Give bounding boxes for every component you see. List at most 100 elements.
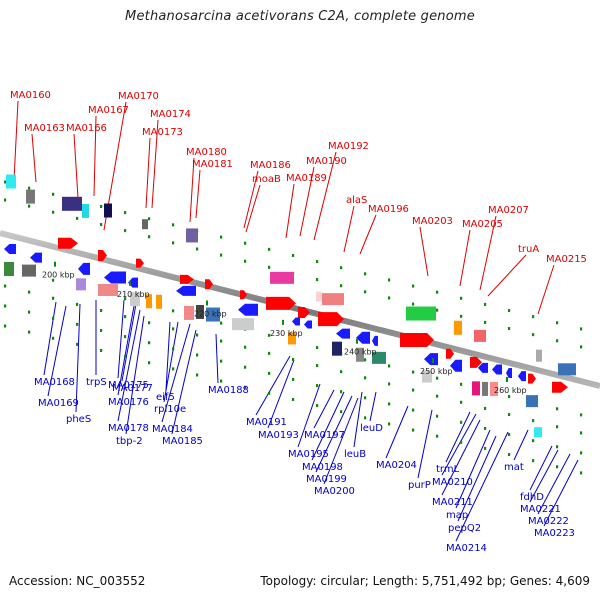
track-dot	[172, 223, 175, 227]
reverse-gene-label: MA0177	[112, 383, 153, 394]
gene-feature-box	[62, 196, 82, 211]
track-dot	[580, 471, 583, 475]
reverse-gene-arrow	[336, 328, 350, 339]
forward-gene-label: MA0203	[412, 216, 453, 227]
track-dot	[340, 266, 343, 270]
reverse-gene-arrow	[424, 353, 438, 366]
forward-gene-label: MA0180	[186, 147, 227, 158]
gene-feature-box	[186, 228, 198, 243]
reverse-gene-label: MA0198	[302, 462, 343, 473]
track-dot	[268, 333, 271, 337]
gene-feature-box	[206, 307, 220, 322]
forward-gene-label: MA0189	[286, 173, 327, 184]
reverse-gene-arrow	[104, 271, 126, 284]
gene-feature-box	[332, 341, 342, 356]
track-dot	[508, 309, 511, 313]
forward-gene-arrow	[528, 373, 536, 384]
track-dot	[412, 302, 415, 306]
forward-label-leader	[537, 264, 555, 315]
forward-gene-label: MA0174	[150, 109, 191, 120]
track-dot	[148, 235, 151, 239]
track-dot	[316, 278, 319, 282]
gene-feature-box	[130, 292, 140, 307]
track-dot	[436, 290, 439, 294]
forward-gene-arrow	[266, 296, 296, 310]
reverse-label-leader	[369, 391, 377, 422]
track-dot	[532, 315, 535, 319]
track-dot	[364, 416, 367, 420]
reverse-gene-label: MA0169	[38, 398, 79, 409]
track-dot	[508, 327, 511, 331]
forward-gene-label: MA0186	[250, 160, 291, 171]
reverse-label-leader	[311, 391, 345, 461]
reverse-label-leader	[323, 397, 359, 485]
reverse-gene-label: mat	[504, 462, 524, 473]
track-dot	[4, 304, 7, 308]
forward-gene-arrow	[58, 237, 78, 249]
track-dot	[28, 310, 31, 314]
track-dot	[100, 329, 103, 332]
track-dot	[196, 373, 199, 377]
track-dot	[508, 453, 511, 457]
forward-label-leader	[343, 205, 355, 253]
track-dot	[412, 370, 415, 374]
reverse-gene-label: MA0204	[376, 460, 417, 471]
track-dot	[484, 446, 487, 450]
reverse-label-leader	[353, 391, 363, 448]
forward-gene-label: MA0196	[368, 204, 409, 215]
track-dot	[28, 330, 31, 334]
track-dot	[580, 451, 583, 455]
gene-feature-box	[98, 283, 118, 296]
track-dot	[220, 253, 223, 257]
track-dot	[460, 382, 463, 386]
forward-gene-label: MA0167	[88, 105, 129, 116]
reverse-gene-arrow	[518, 371, 526, 382]
track-dot	[172, 327, 175, 331]
reverse-gene-arrow	[176, 285, 196, 296]
gene-feature-box	[4, 262, 14, 277]
track-dot	[388, 296, 391, 300]
forward-label-leader	[313, 151, 337, 241]
forward-gene-label: MA0190	[306, 156, 347, 167]
reverse-label-leader	[529, 445, 553, 491]
forward-gene-arrow	[552, 381, 568, 393]
track-dot	[556, 339, 559, 343]
reverse-gene-arrow	[78, 262, 90, 275]
forward-gene-label: MA0215	[546, 254, 587, 265]
gene-feature-box	[184, 305, 194, 320]
forward-gene-arrow	[446, 348, 454, 359]
gene-feature-box	[270, 271, 294, 284]
scale-tick-mark	[506, 376, 508, 382]
reverse-label-leader	[385, 405, 409, 459]
scale-tick-mark	[129, 280, 131, 286]
track-dot	[292, 357, 295, 361]
forward-gene-label: MA0166	[66, 123, 107, 134]
track-dot	[508, 433, 511, 437]
track-dot	[292, 253, 295, 257]
reverse-label-leader	[215, 333, 219, 384]
forward-gene-arrow	[240, 290, 247, 300]
track-dot	[196, 353, 199, 357]
reverse-gene-arrow	[238, 303, 258, 316]
reverse-gene-label: purP	[408, 480, 431, 491]
reverse-gene-arrow	[304, 320, 312, 329]
reverse-gene-arrow	[4, 244, 16, 255]
track-dot	[484, 302, 487, 306]
map-title: Methanosarcina acetivorans C2A, complete…	[125, 9, 475, 24]
reverse-gene-label: leuB	[344, 449, 366, 460]
scale-tick-label: 240 kbp	[344, 348, 377, 357]
gene-feature-box	[526, 395, 538, 408]
reverse-label-leader	[417, 409, 433, 479]
forward-label-leader	[243, 170, 259, 229]
gene-feature-box	[6, 174, 16, 189]
genome-summary-text: Topology: circular; Length: 5,751,492 bp…	[260, 574, 590, 588]
reverse-gene-label: MA0223	[534, 528, 575, 539]
forward-gene-label: MA0170	[118, 91, 159, 102]
gene-feature-box	[22, 264, 36, 277]
track-dot	[244, 365, 247, 369]
forward-gene-arrow	[180, 274, 194, 284]
track-dot	[412, 284, 415, 288]
reverse-gene-label: fdhD	[520, 492, 544, 503]
track-dot	[436, 414, 439, 418]
forward-label-leader	[13, 100, 19, 181]
